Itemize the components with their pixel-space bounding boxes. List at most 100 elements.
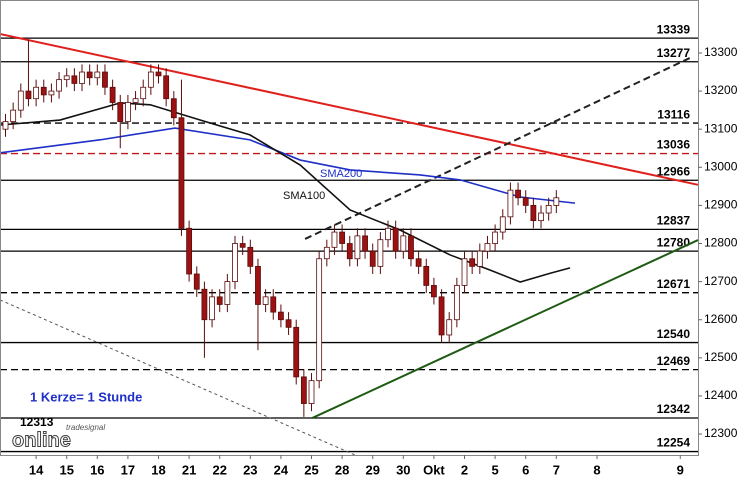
candle-body	[530, 204, 537, 222]
y-tick-label: 12800	[704, 236, 738, 250]
candle-body	[48, 90, 55, 96]
candle-body	[193, 273, 200, 290]
level-label: 13116	[657, 107, 690, 121]
candle-body	[56, 79, 62, 92]
candle-body	[255, 265, 261, 305]
candle-body	[209, 296, 215, 321]
level-label: 12671	[657, 277, 691, 291]
x-tick-label: 28	[335, 462, 349, 477]
candle-body	[438, 296, 445, 336]
candle-body	[140, 86, 147, 100]
x-tick-label: 23	[243, 462, 257, 477]
x-tick-label: 17	[121, 462, 135, 477]
candle-body	[316, 258, 323, 382]
candle-body	[163, 75, 170, 100]
candle-body	[453, 285, 460, 321]
level-label: 12342	[657, 402, 691, 416]
trend-line	[311, 239, 699, 419]
candle-body	[415, 258, 422, 267]
x-tick-label: 25	[304, 462, 318, 477]
candle-body	[461, 258, 468, 286]
x-tick-label: 14	[29, 462, 44, 477]
candle-body	[339, 231, 346, 244]
candle-body	[300, 376, 307, 404]
level-label: 12780	[657, 235, 691, 249]
y-tick-label: 13200	[704, 83, 738, 97]
plot-area: 13339 13277 13116 13036 12966 12837 12780 12671…	[0, 22, 699, 456]
x-tick-label: 22	[212, 462, 226, 477]
candle-body	[545, 204, 552, 214]
candle-body	[63, 75, 70, 81]
candle-body	[285, 319, 292, 328]
x-tick-label: 5	[492, 462, 499, 477]
candle-body	[446, 319, 453, 336]
trend-line	[0, 299, 356, 456]
x-tick-label: 2	[461, 462, 468, 477]
annotation: 1 Kerze= 1 Stunde	[30, 389, 142, 404]
candle-body	[132, 98, 139, 103]
logo: tradesignal online	[12, 423, 106, 452]
candle-body	[40, 86, 47, 96]
logo-text: tradesignal	[66, 423, 105, 432]
candle-body	[377, 239, 384, 267]
logo-text: online	[12, 429, 71, 451]
level-label: 12254	[657, 436, 691, 450]
candle-body	[79, 71, 85, 84]
candle-body	[201, 288, 208, 321]
x-tick-label: 16	[90, 462, 104, 477]
candle-body	[293, 326, 300, 378]
x-tick-label: Okt	[423, 462, 445, 477]
candle-body	[17, 90, 24, 111]
candle-body	[476, 250, 483, 267]
plot-frame	[0, 0, 699, 456]
y-tick-label: 12500	[704, 350, 738, 364]
x-tick-label: 24	[274, 462, 289, 477]
candle-body	[170, 98, 177, 119]
x-tick-label: 21	[182, 462, 196, 477]
trend-line	[0, 32, 699, 186]
x-tick-label: 7	[553, 462, 560, 477]
candle-body	[2, 121, 9, 130]
candle-body	[109, 86, 116, 103]
candle-body	[522, 197, 529, 206]
y-tick-label: 12700	[704, 274, 738, 288]
candle-body	[346, 243, 353, 260]
x-tick-label: 30	[396, 462, 410, 477]
x-tick-label: 8	[593, 462, 600, 477]
candle-body	[71, 75, 78, 84]
candle-body	[25, 90, 32, 100]
candle-body	[469, 258, 476, 267]
candle-body	[484, 243, 491, 252]
series-label: SMA200	[320, 168, 362, 180]
candle-body	[507, 189, 514, 218]
candle-body	[369, 250, 376, 267]
x-tick-label: 15	[59, 462, 73, 477]
candle-body	[278, 311, 284, 321]
y-tick-label: 13000	[704, 159, 738, 173]
candle-body	[400, 235, 407, 252]
y-tick-label: 12900	[704, 198, 738, 212]
candle-body	[392, 227, 399, 252]
y-tick-label: 12300	[704, 426, 738, 440]
candle-body	[216, 296, 223, 305]
trend-line	[304, 57, 691, 240]
candle-body	[515, 189, 521, 199]
candle-body	[178, 117, 185, 229]
candle-body	[94, 71, 101, 79]
candle-body	[86, 71, 93, 79]
candle-body	[117, 102, 124, 122]
y-tick-label: 13100	[704, 121, 738, 135]
candle-body	[538, 212, 544, 222]
candle-body	[492, 231, 499, 244]
level-label: 13036	[657, 138, 691, 152]
candle-body	[186, 227, 193, 275]
candle-body	[270, 296, 277, 313]
series-line	[0, 127, 576, 204]
candle-body	[499, 216, 506, 233]
candle-body	[553, 197, 560, 206]
level-label: 12837	[657, 214, 691, 228]
candle-body	[102, 71, 108, 88]
candle-body	[147, 71, 154, 88]
x-tick-label: 9	[677, 462, 684, 477]
